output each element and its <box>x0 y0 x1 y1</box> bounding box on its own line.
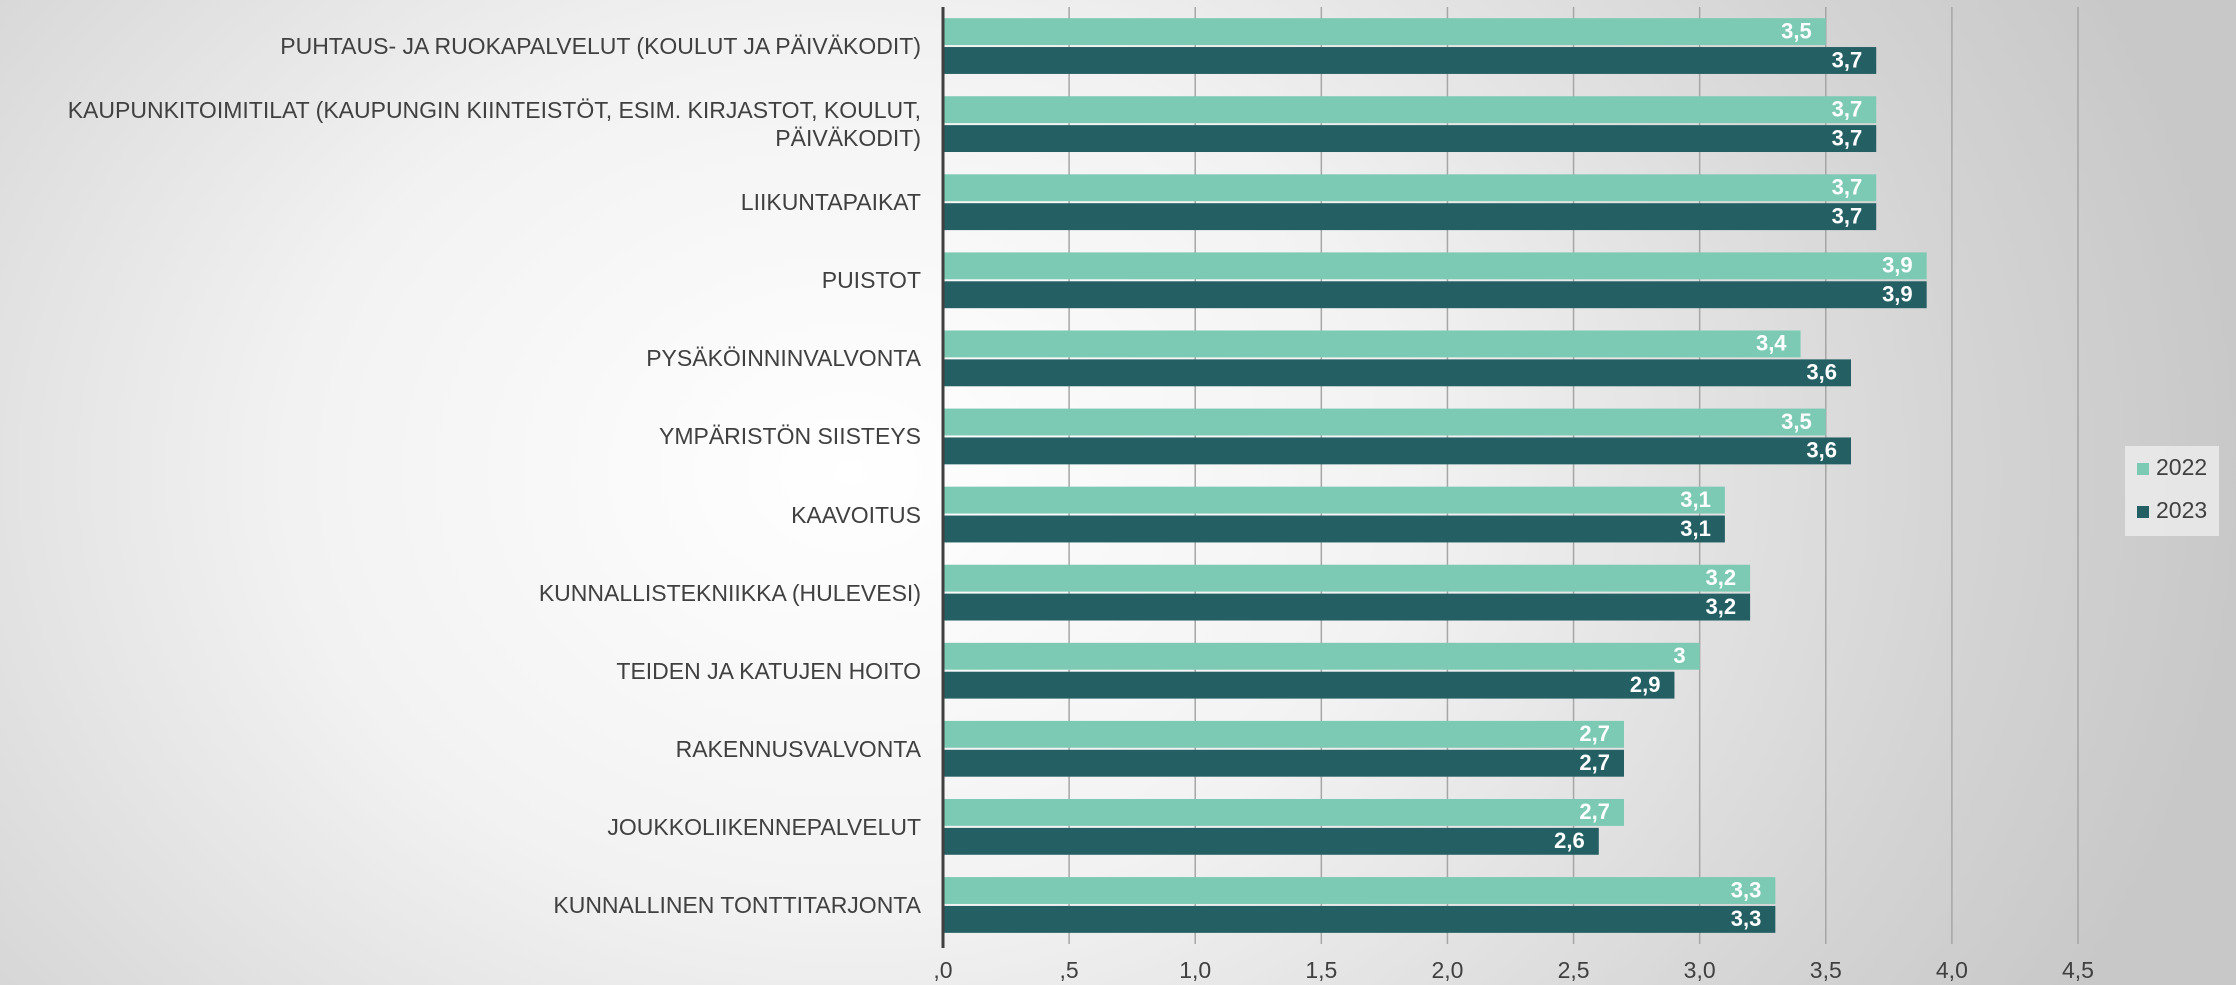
bar <box>943 671 1675 699</box>
bar <box>943 408 1826 436</box>
category-label: PYSÄKÖINNINVALVONTA <box>646 345 921 372</box>
value-label: 3,1 <box>1680 487 1711 512</box>
value-label: 2,7 <box>1579 799 1610 824</box>
x-tick-label: ,5 <box>1060 957 1079 983</box>
value-label: 3,7 <box>1832 96 1863 121</box>
legend-swatch <box>2137 463 2149 475</box>
bar <box>943 877 1776 904</box>
category-label: KUNNALLISTEKNIIKKA (HULEVESI) <box>538 579 921 606</box>
value-label: 3,7 <box>1832 47 1863 72</box>
value-label: 2,7 <box>1579 750 1610 775</box>
value-label: 3,1 <box>1680 516 1711 541</box>
bar <box>943 174 1877 202</box>
x-tick-label: 2,0 <box>1431 957 1463 983</box>
bar <box>943 203 1877 231</box>
bar <box>943 281 1927 309</box>
bar <box>943 515 1725 543</box>
value-label: 2,7 <box>1579 721 1610 746</box>
x-tick-label: 3,5 <box>1810 957 1842 983</box>
x-tick-label: 2,5 <box>1558 957 1590 983</box>
legend-label: 2022 <box>2156 454 2207 480</box>
bar <box>943 330 1801 358</box>
value-label: 3,5 <box>1781 409 1812 434</box>
value-label: 3,9 <box>1882 282 1913 307</box>
value-label: 3,2 <box>1706 594 1737 619</box>
value-label: 2,9 <box>1630 672 1661 697</box>
bar <box>943 905 1776 933</box>
category-label: LIIKUNTAPAIKAT <box>740 189 921 216</box>
bar <box>943 827 1599 855</box>
category-label: KAAVOITUS <box>791 501 921 528</box>
value-label: 3,6 <box>1806 360 1837 385</box>
bar <box>943 749 1624 777</box>
x-tick-label: 4,0 <box>1936 957 1968 983</box>
value-label: 3,4 <box>1756 331 1787 356</box>
category-label: JOUKKOLIIKENNEPALVELUT <box>607 813 921 840</box>
bar <box>943 96 1877 124</box>
value-label: 3 <box>1673 643 1685 668</box>
bar <box>943 18 1826 46</box>
value-label: 3,9 <box>1882 253 1913 278</box>
category-label: KAUPUNKITOIMITILAT (KAUPUNGIN KIINTEISTÖ… <box>67 97 921 152</box>
bar <box>943 798 1624 826</box>
category-label: TEIDEN JA KATUJEN HOITO <box>616 657 921 684</box>
bar <box>943 720 1624 748</box>
value-label: 2,6 <box>1554 828 1585 853</box>
value-label: 3,3 <box>1731 877 1762 902</box>
value-label: 3,7 <box>1832 175 1863 200</box>
value-label: 3,3 <box>1731 906 1762 931</box>
value-label: 3,2 <box>1706 565 1737 590</box>
bar <box>943 437 1851 465</box>
category-label: YMPÄRISTÖN SIISTEYS <box>659 423 921 450</box>
bar <box>943 252 1927 280</box>
bar <box>943 125 1877 153</box>
x-tick-label: 1,0 <box>1179 957 1211 983</box>
category-label: KUNNALLINEN TONTTITARJONTA <box>553 891 921 918</box>
x-tick-label: ,0 <box>933 957 952 983</box>
value-label: 3,6 <box>1806 438 1837 463</box>
x-tick-label: 4,5 <box>2062 957 2094 983</box>
value-label: 3,7 <box>1832 125 1863 150</box>
bar <box>943 47 1877 74</box>
bar <box>943 486 1725 514</box>
value-label: 3,5 <box>1781 18 1812 43</box>
bar <box>943 593 1751 621</box>
bar <box>943 642 1700 670</box>
category-label: PUHTAUS- JA RUOKAPALVELUT (KOULUT JA PÄI… <box>280 33 921 60</box>
value-label: 3,7 <box>1832 203 1863 228</box>
x-tick-label: 1,5 <box>1305 957 1337 983</box>
bar <box>943 359 1851 387</box>
x-tick-label: 3,0 <box>1684 957 1716 983</box>
bar <box>943 564 1751 592</box>
category-label: PUISTOT <box>821 267 921 294</box>
legend-swatch <box>2137 506 2149 518</box>
legend-label: 2023 <box>2156 497 2207 523</box>
legend-box <box>2125 446 2219 536</box>
category-label: RAKENNUSVALVONTA <box>675 735 921 762</box>
